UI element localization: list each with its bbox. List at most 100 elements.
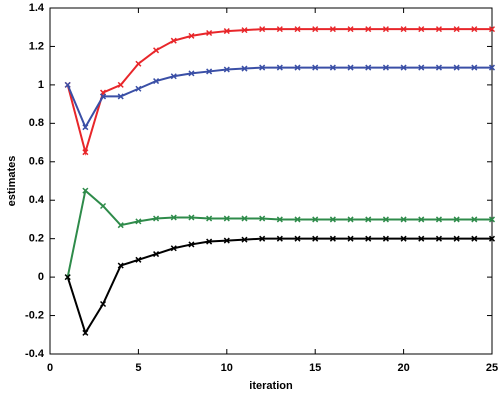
x-axis-label: iteration xyxy=(249,380,293,392)
point-marker xyxy=(312,26,319,33)
point-marker xyxy=(418,216,425,223)
point-marker xyxy=(135,85,142,92)
point-marker xyxy=(223,215,230,222)
point-marker xyxy=(188,241,195,248)
point-marker xyxy=(347,64,354,71)
x-tick-label: 5 xyxy=(135,362,141,374)
point-marker xyxy=(488,235,496,242)
point-marker xyxy=(329,64,336,71)
point-marker xyxy=(206,68,213,75)
point-marker xyxy=(418,26,425,33)
point-marker xyxy=(329,216,336,223)
point-marker xyxy=(241,236,248,243)
point-marker xyxy=(294,216,301,223)
point-marker xyxy=(347,235,354,242)
point-marker xyxy=(365,235,372,242)
y-tick-label: -0.2 xyxy=(25,309,44,321)
point-marker xyxy=(400,235,407,242)
point-marker xyxy=(241,65,248,72)
plot-frame xyxy=(49,7,493,355)
x-tick-label: 25 xyxy=(486,362,498,374)
point-marker xyxy=(153,78,160,85)
point-marker xyxy=(241,27,248,34)
point-marker xyxy=(312,235,319,242)
point-marker xyxy=(453,64,460,71)
point-marker xyxy=(259,64,266,71)
point-marker xyxy=(312,216,319,223)
point-marker xyxy=(471,235,478,242)
point-marker xyxy=(400,64,407,71)
point-marker xyxy=(100,93,107,100)
point-marker xyxy=(312,64,319,71)
point-marker xyxy=(329,235,336,242)
point-marker xyxy=(100,300,107,308)
point-marker xyxy=(170,245,177,252)
point-marker xyxy=(223,28,230,35)
point-marker xyxy=(206,29,213,37)
point-marker xyxy=(435,26,442,33)
point-marker xyxy=(435,235,442,242)
point-marker xyxy=(64,81,71,88)
point-marker xyxy=(100,202,107,210)
point-marker xyxy=(82,149,89,156)
point-marker xyxy=(347,216,354,223)
point-marker xyxy=(471,64,478,71)
point-marker xyxy=(206,238,213,245)
y-tick-label: 1.2 xyxy=(29,40,44,52)
point-marker xyxy=(382,64,389,71)
point-marker xyxy=(135,60,142,67)
point-marker xyxy=(453,235,460,242)
point-marker xyxy=(170,73,177,80)
point-marker xyxy=(276,26,283,33)
series-line xyxy=(66,28,492,156)
point-marker xyxy=(294,64,301,71)
point-marker xyxy=(435,216,442,223)
x-tick-label: 10 xyxy=(221,362,233,374)
point-marker xyxy=(117,222,124,229)
point-marker xyxy=(188,32,195,39)
point-marker xyxy=(117,81,124,88)
series-line xyxy=(66,188,492,278)
point-marker xyxy=(117,262,124,269)
x-tick-label: 20 xyxy=(397,362,409,374)
point-marker xyxy=(188,70,195,77)
point-marker xyxy=(365,26,372,33)
point-marker xyxy=(206,215,213,222)
point-marker xyxy=(170,37,177,44)
point-marker xyxy=(294,235,301,242)
point-marker xyxy=(153,47,160,54)
y-tick-label: 0 xyxy=(38,271,44,283)
point-marker xyxy=(329,26,336,33)
point-marker xyxy=(471,216,478,223)
point-marker xyxy=(82,329,89,336)
series-line xyxy=(66,237,492,336)
point-marker xyxy=(418,64,425,71)
point-marker xyxy=(488,26,496,33)
point-marker xyxy=(347,26,354,33)
point-marker xyxy=(382,235,389,242)
point-marker xyxy=(488,64,496,71)
point-marker xyxy=(82,124,89,131)
point-marker xyxy=(223,66,230,73)
point-marker xyxy=(453,26,460,33)
point-marker xyxy=(223,237,230,244)
point-marker xyxy=(259,235,266,242)
point-marker xyxy=(64,274,71,281)
y-tick-label: 0.8 xyxy=(29,117,44,129)
y-tick-label: 1.4 xyxy=(29,2,45,14)
point-marker xyxy=(435,64,442,71)
x-tick-label: 15 xyxy=(309,362,321,374)
y-tick-label: -0.4 xyxy=(25,348,45,360)
point-marker xyxy=(418,235,425,242)
point-marker xyxy=(117,93,124,100)
point-marker xyxy=(365,216,372,223)
point-marker xyxy=(241,215,248,222)
point-marker xyxy=(471,26,478,33)
point-marker xyxy=(400,26,407,33)
point-marker xyxy=(453,216,460,223)
point-marker xyxy=(400,216,407,223)
point-marker xyxy=(135,218,142,225)
y-axis-label: estimates xyxy=(6,156,18,207)
point-marker xyxy=(382,216,389,223)
